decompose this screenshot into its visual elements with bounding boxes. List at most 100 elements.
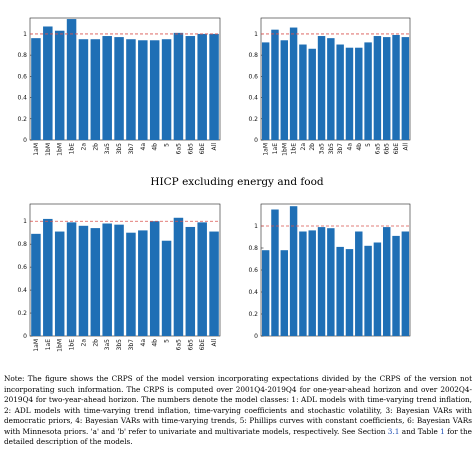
bar-1aM: [261, 250, 270, 336]
x-tick-label: 1aM: [33, 339, 40, 352]
bar-4a: [345, 249, 354, 336]
figure-note: Note: The figure shows the CRPS of the m…: [4, 374, 472, 448]
plot-frame: [29, 203, 221, 337]
bar-1bM: [280, 40, 289, 140]
bar-2b: [90, 228, 101, 336]
chart-bottom-left: 0 0.2 0.4 0.6 0.8 1 1aM 1aE 1bM 1bE 2a 2b 3a5 3b5 3b7 4…: [17, 203, 221, 352]
bar-All: [209, 231, 219, 336]
y-tick-label: 1: [254, 31, 258, 38]
x-tick-label: 6bE: [199, 143, 206, 155]
x-tick-label: 6b5: [384, 143, 391, 155]
bar-1aE: [271, 209, 279, 336]
bar-4a: [138, 230, 148, 336]
bar-2a: [78, 225, 89, 336]
bar-6bE: [392, 235, 400, 336]
bar-5: [364, 245, 372, 336]
y-tick-label: 0.8: [248, 245, 258, 252]
note-text-1: Note: The figure shows the CRPS of the m…: [4, 374, 472, 436]
x-tick-label: 1aM: [33, 143, 40, 156]
bar-3b7: [336, 44, 344, 140]
y-tick-label: 1: [23, 218, 27, 225]
bar-6b5: [382, 227, 391, 336]
y-tick-label: 0: [254, 137, 258, 144]
x-tick-label: 1bM: [57, 143, 64, 156]
table-link[interactable]: 1: [440, 426, 445, 436]
bar-5: [161, 240, 172, 336]
x-tick-label: 3b5: [328, 143, 335, 155]
bar-1aM: [31, 38, 41, 140]
y-tick-label: 0.4: [17, 287, 27, 294]
x-tick-label: 1aE: [45, 339, 52, 350]
x-tick-label: 3a5: [104, 143, 111, 154]
y-tick-label: 0.4: [248, 95, 258, 102]
x-tick-label: 4b: [152, 143, 159, 151]
x-tick-label: 2a: [80, 339, 87, 347]
y-tick-label: 0.6: [248, 73, 258, 80]
bar-All: [209, 33, 219, 141]
bar-3b7: [336, 246, 344, 336]
x-tick-label: 2b: [92, 339, 99, 347]
x-tick-label: 6a5: [175, 143, 182, 154]
y-tick-label: 0.2: [248, 116, 258, 123]
bar-2a: [78, 39, 89, 140]
x-tick-label: 3b7: [128, 339, 135, 351]
bar-2a: [299, 231, 307, 336]
bar-1aM: [31, 233, 41, 336]
bar-6bE: [392, 34, 400, 141]
bar-1aM: [261, 42, 270, 140]
bar-4b: [149, 221, 160, 336]
bar-1bE: [66, 19, 77, 141]
y-tick-label: 0: [23, 333, 27, 340]
bar-4b: [355, 231, 363, 336]
bar-3b7: [126, 232, 136, 336]
y-tick-label: 0.8: [17, 52, 27, 59]
note-text-3: for the detailed description of the mode…: [4, 426, 472, 447]
bar-3b5: [114, 37, 124, 140]
x-tick-label: 3a5: [104, 339, 111, 350]
x-tick-label: 1bM: [45, 143, 52, 156]
x-tick-label: 5: [365, 143, 372, 147]
y-tick-label: 0: [23, 137, 27, 144]
x-tick-label: 1bE: [291, 143, 298, 155]
bar-6a5: [173, 32, 184, 140]
bar-1bE: [289, 206, 298, 336]
bar-4a: [345, 47, 354, 141]
bar-1bM: [54, 30, 65, 140]
x-tick-label: 1bM: [57, 339, 64, 352]
x-tick-label: 2b: [92, 143, 99, 151]
x-tick-label: All: [211, 339, 218, 347]
bar-6b5: [185, 226, 196, 336]
bar-1bM: [54, 231, 65, 336]
x-tick-label: 1bE: [69, 143, 76, 155]
bar-1aE: [43, 218, 53, 336]
bar-5: [161, 39, 172, 140]
y-tick-label: 0.6: [248, 267, 258, 274]
x-tick-label: 3b5: [116, 143, 123, 155]
x-tick-label: 1bE: [69, 339, 76, 351]
x-tick-label: 2a: [300, 143, 307, 151]
chart-top-left: 0 0.2 0.4 0.6 0.8 1 1aM 1bM 1bM 1bE 2a 2b 3a5 3b5 3b7 4…: [17, 17, 221, 156]
bar-3a5: [102, 36, 112, 140]
y-tick-label: 0.8: [17, 241, 27, 248]
bar-6bE: [197, 222, 207, 336]
x-tick-label: 4b: [152, 339, 159, 347]
y-tick-label: 1: [254, 223, 258, 230]
x-tick-label: 1aM: [263, 143, 270, 156]
x-tick-label: 3b5: [116, 339, 123, 351]
bar-6bE: [197, 33, 207, 141]
bar-6b5: [185, 36, 196, 140]
bar-3b5: [327, 228, 335, 336]
bar-3b5: [114, 224, 124, 336]
x-tick-label: 3b7: [337, 143, 344, 155]
bar-3b7: [126, 39, 136, 140]
bar-5: [364, 42, 372, 140]
x-tick-label: 4a: [346, 143, 353, 151]
section-link[interactable]: 3.1: [387, 426, 400, 436]
y-tick-label: 0.8: [248, 52, 258, 59]
x-tick-label: All: [211, 143, 218, 151]
bar-2b: [308, 48, 316, 141]
y-tick-label: 0.6: [17, 73, 27, 80]
y-tick-label: 0.6: [17, 264, 27, 271]
x-tick-label: 6a5: [374, 143, 381, 154]
